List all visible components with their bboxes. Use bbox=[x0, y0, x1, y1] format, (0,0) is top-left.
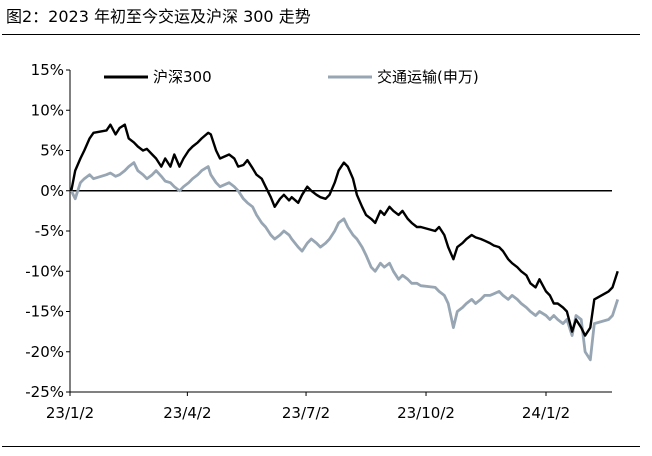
y-tick-label: -20% bbox=[25, 343, 64, 361]
x-tick-label: 23/7/2 bbox=[282, 404, 330, 422]
series-line-hs300 bbox=[70, 123, 619, 337]
legend-label: 沪深300 bbox=[153, 68, 212, 86]
y-axis: 15% 10% 5% 0% -5% -10% -15% -20% -25% bbox=[25, 61, 71, 401]
x-tick-label: 24/1/2 bbox=[522, 404, 570, 422]
series-lines bbox=[70, 123, 620, 362]
legend-label: 交通运输(申万) bbox=[377, 68, 479, 86]
y-tick-label: -5% bbox=[35, 222, 64, 240]
figure-title: 图2：2023 年初至今交运及沪深 300 走势 bbox=[6, 7, 311, 26]
legend: 沪深300 交通运输(申万) bbox=[104, 68, 479, 86]
y-tick-label: -25% bbox=[25, 383, 64, 401]
y-tick-label: 15% bbox=[31, 61, 64, 79]
y-tick-label: 5% bbox=[40, 142, 64, 160]
bottom-rule bbox=[2, 446, 640, 447]
y-tick-label: 10% bbox=[31, 101, 64, 119]
top-rule bbox=[2, 34, 640, 35]
x-tick-label: 23/10/2 bbox=[397, 404, 455, 422]
x-tick-label: 23/1/2 bbox=[46, 404, 94, 422]
y-tick-label: 0% bbox=[40, 182, 64, 200]
x-axis: 23/1/2 23/4/2 23/7/2 23/10/2 24/1/2 bbox=[46, 190, 612, 422]
x-tick-label: 23/4/2 bbox=[163, 404, 211, 422]
y-tick-label: -10% bbox=[25, 262, 64, 280]
y-tick-label: -15% bbox=[25, 303, 64, 321]
series-line-transport bbox=[70, 161, 620, 362]
